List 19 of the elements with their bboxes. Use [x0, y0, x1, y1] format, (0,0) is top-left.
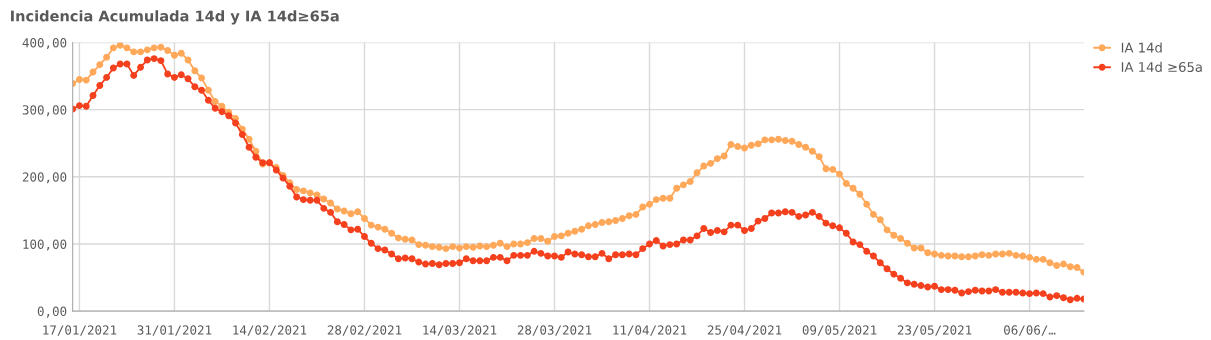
- x-tick-label: 28/02/2021: [327, 325, 402, 336]
- x-tick-label: 25/04/2021: [707, 325, 782, 336]
- y-tick-label: 300,00: [22, 105, 67, 117]
- x-tick-label: 31/01/2021: [137, 325, 212, 336]
- x-tick-label: 14/03/2021: [423, 325, 497, 336]
- x-tick-label: 14/02/2021: [233, 325, 307, 336]
- y-tick-label: 200,00: [22, 172, 67, 184]
- legend-label: IA 14d ≥65a: [1121, 61, 1202, 72]
- x-tick-label: 28/03/2021: [517, 325, 592, 336]
- x-tick-label: 23/05/2021: [897, 325, 972, 336]
- x-tick-label: 06/06/…: [1004, 325, 1056, 336]
- x-tick-label: 17/01/2021: [43, 325, 117, 336]
- x-tick-label: 11/04/2021: [613, 325, 687, 336]
- x-tick-label: 09/05/2021: [802, 325, 877, 336]
- chart-title: Incidencia Acumulada 14d y IA 14d≥65a: [11, 10, 339, 25]
- y-tick-label: 100,00: [23, 239, 67, 251]
- y-tick-label: 0,00: [37, 306, 67, 318]
- y-tick-label: 400,00: [22, 38, 67, 50]
- legend-label: IA 14d: [1121, 42, 1162, 53]
